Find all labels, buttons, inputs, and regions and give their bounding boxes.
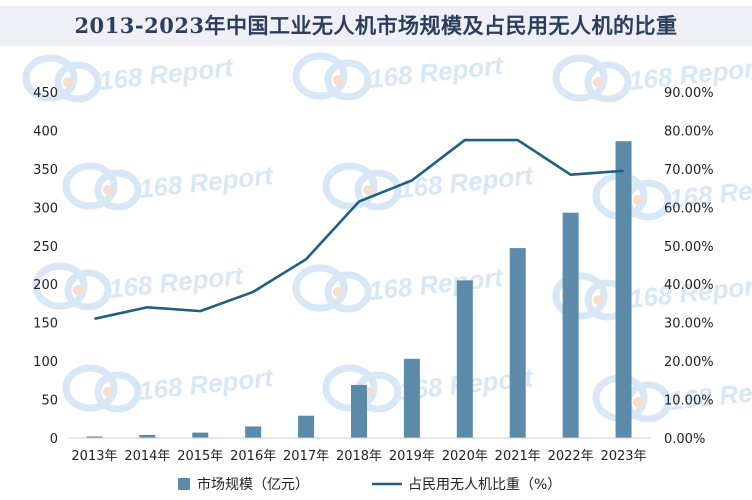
watermark-mark: 168 Report [32,260,246,311]
watermark-dot-icon [103,387,113,397]
y-left-tick: 350 [33,163,58,178]
watermark-dot-icon [63,77,73,87]
y-right-tick: 30.00% [664,317,714,332]
bar-2018年 [351,384,367,438]
watermark-logo-icon [292,264,348,312]
title-band [0,6,752,46]
watermark-logo-icon [62,162,118,210]
x-tick-label: 2023年 [600,449,646,464]
x-tick-label: 2022年 [548,449,594,464]
watermark-logo-icon [324,59,372,101]
y-left-tick: 300 [33,201,58,216]
watermark-logo-icon [552,272,608,320]
x-tick-label: 2013年 [71,449,117,464]
watermark-logo-icon [32,262,88,310]
watermark-logo-icon [62,364,118,412]
watermark-logo-icon [64,269,112,311]
y-right-tick: 20.00% [664,355,714,370]
bar-2023年 [615,141,632,438]
x-tick-label: 2018年 [336,449,382,464]
watermark-logo-icon [552,54,608,102]
watermark-dot-icon [363,185,373,195]
watermark-logo-icon [54,61,102,103]
y-left-tick: 250 [33,240,58,255]
watermark-mark: 168 Report [62,362,276,413]
watermark-dot-icon [333,75,343,85]
y-right-tick: 70.00% [664,163,714,178]
bar-2019年 [403,358,420,438]
watermark-dot-icon [73,285,83,295]
x-tick-label: 2020年 [442,449,488,464]
watermark-dot-icon [593,295,603,305]
bar-2020年 [456,280,473,438]
watermark-text: 168 Report [137,160,275,204]
y-right-tick: 50.00% [664,240,714,255]
y-left-tick: 200 [33,278,58,293]
watermark-dot-icon [593,77,603,87]
bar-2021年 [509,248,526,438]
bar-2016年 [245,426,262,438]
y-right-tick: 10.00% [664,394,714,409]
x-tick-label: 2021年 [495,449,541,464]
y-right-tick: 80.00% [664,124,714,139]
watermark-logo-icon [22,54,78,102]
y-right-tick: 40.00% [664,278,714,293]
y-right-tick: 60.00% [664,201,714,216]
y-left-tick: 400 [33,124,58,139]
watermark-dot-icon [103,185,113,195]
watermark-text: 168 Report [397,160,535,204]
y-left-tick: 0 [50,432,58,447]
bar-2014年 [139,434,156,438]
watermark-logo-icon [354,169,402,211]
watermark-logo-icon [292,52,348,100]
watermark-group: 168 Report 168 Report 168 Report 168 Report… [22,50,752,423]
x-tick-label: 2016年 [230,449,276,464]
y-left-tick: 150 [33,317,58,332]
x-tick-label: 2015年 [177,449,223,464]
y-right-tick: 0.00% [664,432,705,447]
watermark-text: 168 Report [107,260,245,304]
watermark-logo-icon [322,162,378,210]
bar-2017年 [298,415,315,438]
watermark-dot-icon [633,195,643,205]
watermark-text: 168 Report [97,52,235,96]
watermark-dot-icon [633,397,643,407]
legend-swatch-bar [178,478,190,490]
watermark-text: 168 Report [367,50,505,94]
watermark-logo-icon [584,61,632,103]
y-left-tick: 450 [33,86,58,101]
watermark-logo-icon [322,364,378,412]
watermark-mark: 168 Report [552,52,752,103]
watermark-dot-icon [333,287,343,297]
x-tick-label: 2019年 [389,449,435,464]
legend-label-bar: 市场规模（亿元） [197,476,309,493]
y-left-tick: 100 [33,355,58,370]
watermark-text: 168 Report [137,362,275,406]
legend-label-line: 占民用无人机比重（%） [408,477,561,493]
bar-2022年 [562,212,579,438]
watermark-logo-icon [94,169,142,211]
bar-2013年 [86,436,103,438]
watermark-mark: 168 Report [292,50,506,101]
y-right-tick: 90.00% [664,86,714,101]
chart-title: 2013-2023年中国工业无人机市场规模及占民用无人机的比重 [74,13,678,38]
watermark-text: 168 Report [367,262,505,306]
bar-2015年 [192,432,209,438]
y-left-tick: 50 [41,394,58,409]
watermark-logo-icon [94,371,142,413]
watermark-mark: 168 Report [292,262,506,313]
watermark-mark: 168 Report [552,270,752,321]
watermark-logo-icon [324,271,372,313]
x-tick-label: 2014年 [124,449,170,464]
watermark-mark: 168 Report [62,160,276,211]
x-tick-label: 2017年 [283,449,329,464]
